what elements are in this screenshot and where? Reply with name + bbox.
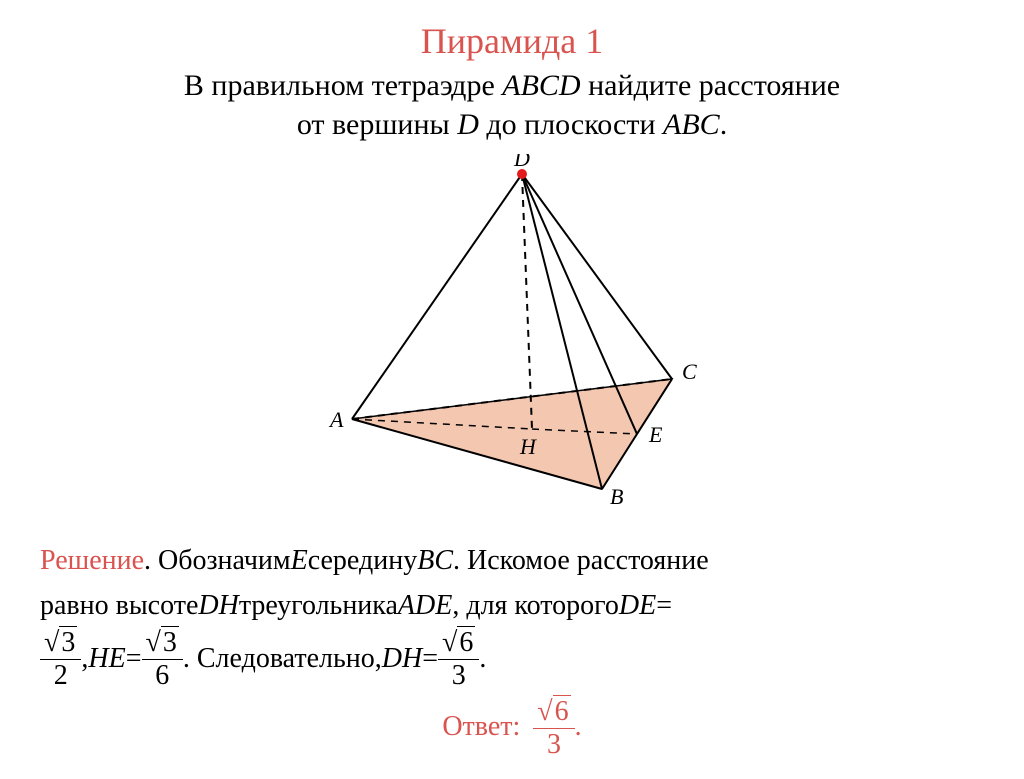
answer-frac: √6 3 xyxy=(533,698,574,759)
problem-text-2c: . xyxy=(720,108,728,141)
plane-abc: ABC xyxy=(663,108,720,141)
svg-text:A: A xyxy=(328,407,344,432)
solution-line-3: √3 2 , HE = √3 6 . Следовательно, DH = √… xyxy=(40,629,984,690)
sol-t2: середину xyxy=(308,539,417,584)
vertex-d: D xyxy=(457,108,479,141)
page-title: Пирамида 1 xyxy=(40,20,984,62)
answer-num: 6 xyxy=(553,695,571,727)
frac2-num: 3 xyxy=(161,626,179,658)
sol-ADE: ADE xyxy=(398,584,452,629)
solution-block: Решение. Обозначим E середину BC. Искомо… xyxy=(40,539,984,690)
tetrahedron-diagram: A B C D H E xyxy=(302,154,722,514)
frac1-num: 3 xyxy=(59,626,77,658)
svg-text:C: C xyxy=(682,359,697,384)
frac-he: √3 6 xyxy=(142,629,183,690)
diagram-container: A B C D H E xyxy=(40,154,984,519)
problem-text-2a: от вершины xyxy=(297,108,457,141)
sol-DH: DH xyxy=(198,584,238,629)
sol-DE: DE xyxy=(619,584,656,629)
problem-statement: В правильном тетраэдре ABCD найдите расс… xyxy=(40,66,984,144)
svg-text:H: H xyxy=(519,434,537,459)
sol-BC: BC xyxy=(417,539,453,584)
sol-DH2: DH xyxy=(382,637,422,682)
solution-line-2: равно высоте DH треугольника ADE, для ко… xyxy=(40,584,984,629)
sol-t1: . Обозначим xyxy=(144,539,291,584)
frac-de: √3 2 xyxy=(40,629,81,690)
svg-text:E: E xyxy=(648,422,663,447)
svg-text:B: B xyxy=(610,484,623,509)
frac-dh: √6 3 xyxy=(438,629,479,690)
frac2-den: 6 xyxy=(142,660,183,690)
sol-t3: . Искомое расстояние xyxy=(453,539,709,584)
tetra-name: ABCD xyxy=(502,69,580,102)
sol-eq3: = xyxy=(422,637,438,682)
sol-eq1: = xyxy=(656,584,672,629)
sol-E: E xyxy=(291,539,308,584)
sol-t7: . Следовательно, xyxy=(183,637,382,682)
answer-block: Ответ: √6 3 . xyxy=(40,698,984,759)
frac1-den: 2 xyxy=(40,660,81,690)
sol-eq2: = xyxy=(126,637,142,682)
frac3-num: 6 xyxy=(457,626,475,658)
sol-t4: равно высоте xyxy=(40,584,198,629)
sol-t5: треугольника xyxy=(239,584,398,629)
problem-text-1b: найдите расстояние xyxy=(581,69,840,102)
answer-label: Ответ: xyxy=(442,711,520,742)
sol-t6: , для которого xyxy=(452,584,619,629)
answer-period: . xyxy=(575,711,582,742)
problem-text-2b: до плоскости xyxy=(479,108,663,141)
problem-text-1: В правильном тетраэдре xyxy=(184,69,502,102)
svg-text:D: D xyxy=(513,154,530,171)
frac3-den: 3 xyxy=(438,660,479,690)
sol-period: . xyxy=(479,637,486,682)
sol-HE: HE xyxy=(88,637,125,682)
solution-line-1: Решение. Обозначим E середину BC. Искомо… xyxy=(40,539,984,584)
answer-den: 3 xyxy=(533,729,574,759)
solution-label: Решение xyxy=(40,539,144,584)
